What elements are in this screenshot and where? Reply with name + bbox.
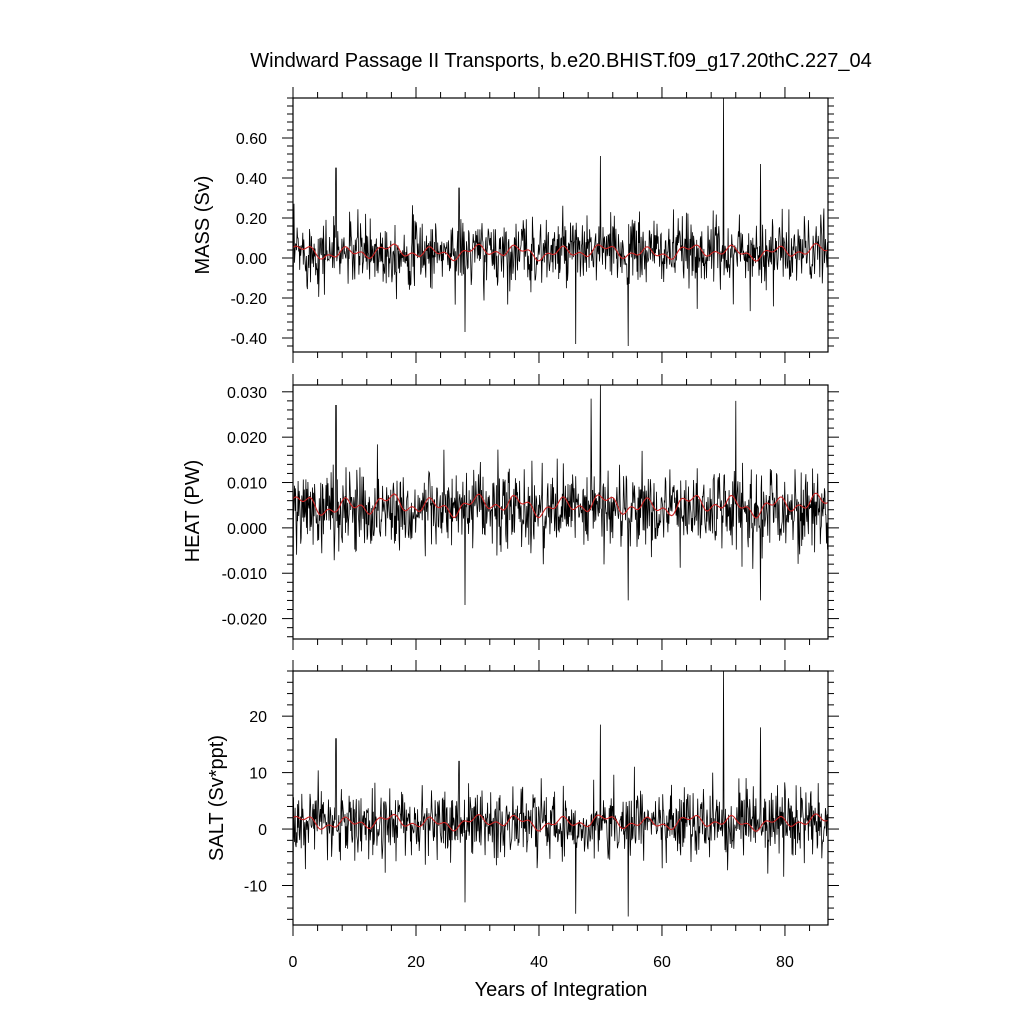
salt-y-axis-label: SALT (Sv*ppt): [206, 735, 228, 861]
smoothed-series-line: [293, 492, 828, 519]
x-axis-label: Years of Integration: [475, 979, 648, 1001]
smoothed-series-line: [293, 242, 828, 262]
chart-title: Windward Passage II Transports, b.e20.BH…: [250, 50, 871, 72]
salt-panel: SALT (Sv*ppt) 20 10 0 -10 0 20 40 60 80: [206, 660, 839, 971]
y-tick-label: -10: [244, 878, 267, 895]
monthly-series-line: [293, 671, 828, 925]
y-tick-label: -0.20: [231, 291, 268, 308]
x-tick-label: 20: [407, 954, 425, 971]
heat-series: [293, 385, 828, 639]
x-tick-label: 0: [289, 954, 298, 971]
heat-axes: 0.030 0.020 0.010 0.000 -0.010 -0.020: [222, 374, 839, 650]
y-tick-label: 0.20: [236, 211, 267, 228]
mass-y-axis-label: MASS (Sv): [192, 176, 214, 275]
smoothed-series-line: [293, 813, 828, 832]
y-tick-label: 0.010: [227, 476, 267, 493]
y-tick-label: 20: [249, 709, 267, 726]
x-tick-label: 60: [653, 954, 671, 971]
x-tick-label: 80: [776, 954, 794, 971]
y-tick-label: 0.00: [236, 251, 267, 268]
x-tick-label: 40: [530, 954, 548, 971]
mass-series: [293, 98, 828, 352]
y-tick-label: 10: [249, 766, 267, 783]
y-tick-label: 0: [258, 822, 267, 839]
salt-plot-frame: [292, 670, 829, 926]
mass-plot-frame: [292, 97, 829, 353]
mass-panel: MASS (Sv) 0.60 0.40 0.20 0.00 -0.20 -0.40: [192, 87, 839, 363]
salt-axes: 20 10 0 -10 0 20 40 60 80: [244, 660, 839, 971]
y-tick-label: 0.020: [227, 430, 267, 447]
y-tick-label: -0.020: [222, 612, 267, 629]
y-tick-label: 0.000: [227, 521, 267, 538]
y-tick-label: -0.010: [222, 566, 267, 583]
heat-y-axis-label: HEAT (PW): [182, 460, 204, 563]
y-tick-label: 0.030: [227, 385, 267, 402]
monthly-series-line: [293, 98, 828, 352]
mass-axes: 0.60 0.40 0.20 0.00 -0.20 -0.40: [231, 87, 839, 363]
y-tick-label: -0.40: [231, 331, 268, 348]
y-tick-label: 0.60: [236, 131, 267, 148]
y-tick-label: 0.40: [236, 171, 267, 188]
salt-series: [293, 671, 828, 925]
monthly-series-line: [293, 385, 828, 639]
heat-panel: HEAT (PW) 0.030 0.020 0.010 0.000 -0.010 -0.0…: [182, 374, 839, 650]
heat-plot-frame: [292, 384, 829, 640]
